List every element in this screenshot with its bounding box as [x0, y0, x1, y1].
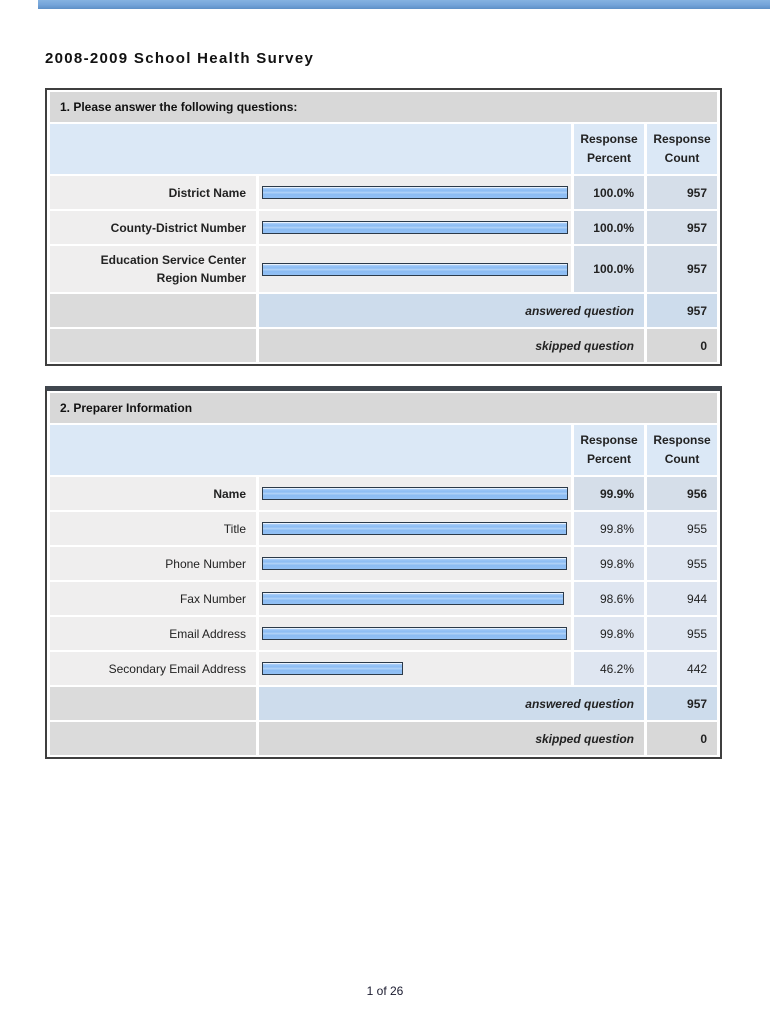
row-label: Secondary Email Address — [50, 652, 256, 685]
response-bar-track — [262, 592, 568, 605]
answered-question-label: answered question — [259, 294, 644, 327]
response-percent-value: 100.0% — [574, 176, 644, 209]
table-row: Title 99.8% 955 — [50, 512, 718, 545]
response-percent-value: 99.8% — [574, 547, 644, 580]
row-label: Name — [50, 477, 256, 510]
bar-cell — [259, 512, 571, 545]
bar-cell — [259, 652, 571, 685]
row-spacer — [50, 722, 256, 755]
response-bar — [262, 262, 568, 276]
table-row: Phone Number 99.8% 955 — [50, 547, 718, 580]
response-bar — [262, 627, 568, 640]
response-bar — [262, 221, 568, 234]
survey-question-2-table: 2. Preparer Information Response Percent… — [45, 386, 723, 759]
table-row: Secondary Email Address 46.2% 442 — [50, 652, 718, 685]
response-count-value: 957 — [647, 246, 718, 292]
bar-cell — [259, 246, 571, 292]
response-bar-track — [262, 522, 568, 535]
top-edge-accent-bar — [38, 0, 770, 9]
response-percent-value: 99.9% — [574, 477, 644, 510]
row-label: Email Address — [50, 617, 256, 650]
skipped-question-row: skipped question 0 — [50, 329, 718, 362]
response-bar — [262, 557, 568, 570]
table-title-row: 2. Preparer Information — [50, 393, 718, 423]
row-spacer — [50, 294, 256, 327]
page-number: 1 of 26 — [366, 984, 404, 998]
table-title: 1. Please answer the following questions… — [50, 92, 718, 122]
response-bar-track — [262, 487, 568, 500]
row-label: Title — [50, 512, 256, 545]
bar-cell — [259, 582, 571, 615]
response-count-value: 956 — [647, 477, 718, 510]
table-row: County-District Number 100.0% 957 — [50, 211, 718, 244]
column-header-row: Response Percent Response Count — [50, 124, 718, 174]
response-bar — [262, 662, 404, 675]
bar-cell — [259, 477, 571, 510]
response-bar — [262, 592, 564, 605]
response-count-value: 955 — [647, 617, 718, 650]
response-bar — [262, 186, 568, 199]
table-row: Name 99.9% 956 — [50, 477, 718, 510]
results-table: 2. Preparer Information Response Percent… — [45, 386, 723, 759]
response-count-header: Response Count — [647, 425, 718, 475]
answered-question-label: answered question — [259, 687, 644, 720]
response-count-value: 957 — [647, 176, 718, 209]
table-title: 2. Preparer Information — [50, 393, 718, 423]
bar-cell — [259, 211, 571, 244]
row-spacer — [50, 687, 256, 720]
row-label: District Name — [50, 176, 256, 209]
response-percent-value: 99.8% — [574, 617, 644, 650]
response-percent-value: 46.2% — [574, 652, 644, 685]
response-count-value: 955 — [647, 547, 718, 580]
row-label: Phone Number — [50, 547, 256, 580]
skipped-question-label: skipped question — [259, 722, 644, 755]
skipped-question-row: skipped question 0 — [50, 722, 718, 755]
header-spacer — [50, 425, 571, 475]
response-bar-track — [262, 186, 568, 199]
row-label: County-District Number — [50, 211, 256, 244]
column-header-row: Response Percent Response Count — [50, 425, 718, 475]
response-percent-value: 100.0% — [574, 246, 644, 292]
bar-cell — [259, 547, 571, 580]
response-count-value: 442 — [647, 652, 718, 685]
skipped-question-count: 0 — [647, 722, 718, 755]
bar-cell — [259, 176, 571, 209]
bar-cell — [259, 617, 571, 650]
response-percent-value: 98.6% — [574, 582, 644, 615]
skipped-question-count: 0 — [647, 329, 718, 362]
response-bar-track — [262, 662, 568, 675]
response-count-header: Response Count — [647, 124, 718, 174]
answered-question-count: 957 — [647, 294, 718, 327]
header-spacer — [50, 124, 571, 174]
row-spacer — [50, 329, 256, 362]
row-label: Fax Number — [50, 582, 256, 615]
response-percent-header: Response Percent — [574, 425, 644, 475]
response-bar — [262, 487, 568, 500]
answered-question-row: answered question 957 — [50, 294, 718, 327]
response-bar-track — [262, 221, 568, 234]
response-count-value: 957 — [647, 211, 718, 244]
response-percent-value: 99.8% — [574, 512, 644, 545]
table-row: District Name 100.0% 957 — [50, 176, 718, 209]
row-label: Education Service Center Region Number — [50, 246, 256, 292]
response-percent-value: 100.0% — [574, 211, 644, 244]
response-count-value: 955 — [647, 512, 718, 545]
answered-question-count: 957 — [647, 687, 718, 720]
response-percent-header: Response Percent — [574, 124, 644, 174]
table-row: Education Service Center Region Number 1… — [50, 246, 718, 292]
table-row: Email Address 99.8% 955 — [50, 617, 718, 650]
response-bar-track — [262, 262, 568, 276]
table-row: Fax Number 98.6% 944 — [50, 582, 718, 615]
table-title-row: 1. Please answer the following questions… — [50, 92, 718, 122]
answered-question-row: answered question 957 — [50, 687, 718, 720]
response-bar — [262, 522, 568, 535]
response-bar-track — [262, 557, 568, 570]
results-table: 1. Please answer the following questions… — [45, 88, 723, 366]
page-title: 2008-2009 School Health Survey — [45, 50, 315, 67]
response-count-value: 944 — [647, 582, 718, 615]
skipped-question-label: skipped question — [259, 329, 644, 362]
response-bar-track — [262, 627, 568, 640]
survey-question-1-table: 1. Please answer the following questions… — [45, 88, 723, 366]
